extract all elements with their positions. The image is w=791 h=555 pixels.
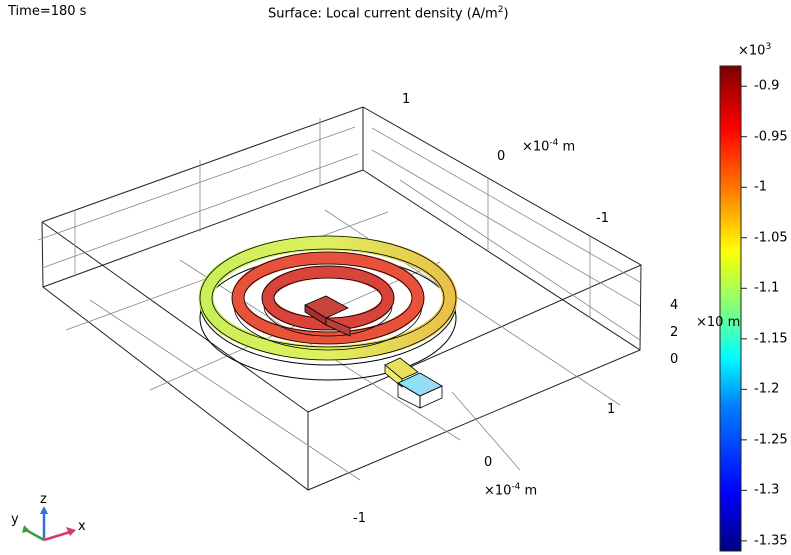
z-axis-unit-base: ×10 bbox=[696, 315, 724, 330]
colorbar-tick-label: -1.2 bbox=[754, 381, 780, 397]
triad-z-label: z bbox=[40, 492, 47, 507]
y-tick-label: 0 bbox=[497, 149, 506, 164]
bounding-box bbox=[41, 106, 642, 491]
y-axis-unit-suffix: m bbox=[558, 139, 576, 155]
triad-y-label: y bbox=[11, 512, 19, 527]
x-axis-unit-exp: -4 bbox=[511, 482, 521, 492]
plot-title-suffix: ) bbox=[503, 6, 509, 22]
x-tick-label: 1 bbox=[607, 402, 616, 417]
plot-title-sup: 2 bbox=[497, 5, 504, 15]
colorbar-tick-label: -0.95 bbox=[754, 129, 788, 145]
y-tick-label: 1 bbox=[402, 92, 411, 107]
plot-title: Surface: Local current density (A/m2) bbox=[268, 5, 509, 21]
y-axis-unit-exp: -4 bbox=[549, 138, 559, 148]
x-axis-unit-base: ×10 bbox=[484, 483, 512, 499]
colorbar-tick-label: -1.35 bbox=[754, 533, 788, 549]
x-axis-unit: ×10-4 m bbox=[484, 482, 537, 498]
colorbar-tick-label: -1.3 bbox=[754, 482, 780, 498]
y-axis-unit-base: ×10 bbox=[522, 139, 550, 155]
colorbar-tick-label: -1.1 bbox=[754, 280, 780, 296]
z-tick-label: 4 bbox=[670, 298, 679, 313]
z-tick-label: 0 bbox=[670, 352, 679, 367]
electrode-surface bbox=[198, 235, 458, 409]
colorbar-multiplier: ×103 bbox=[738, 42, 771, 58]
colorbar-tick-label: -1 bbox=[754, 179, 767, 195]
colorbar bbox=[719, 65, 742, 552]
z-tick-label: 2 bbox=[670, 325, 679, 340]
x-axis-unit-suffix: m bbox=[520, 483, 538, 499]
axis-triad bbox=[22, 506, 76, 542]
plot-title-text: Surface: Local current density (A/m bbox=[268, 6, 498, 22]
colorbar-multiplier-base: ×10 bbox=[738, 43, 766, 59]
colorbar-tick-label: -1.15 bbox=[754, 331, 788, 347]
triad-x-label: x bbox=[78, 519, 86, 534]
colorbar-tick-label: -1.25 bbox=[754, 432, 788, 448]
grid-lines bbox=[37, 118, 641, 481]
colorbar-tick-label: -0.9 bbox=[754, 78, 780, 94]
colorbar-tick-label: -1.05 bbox=[754, 230, 788, 246]
y-axis-unit: ×10-4 m bbox=[522, 138, 575, 154]
time-label: Time=180 s bbox=[8, 4, 87, 19]
colorbar-multiplier-exp: 3 bbox=[765, 42, 772, 52]
y-tick-label: -1 bbox=[596, 211, 609, 226]
z-axis-unit: ×10 m bbox=[696, 315, 740, 330]
z-axis-unit-suffix: m bbox=[723, 315, 741, 330]
x-tick-label: 0 bbox=[484, 455, 493, 470]
x-tick-label: -1 bbox=[353, 511, 366, 526]
